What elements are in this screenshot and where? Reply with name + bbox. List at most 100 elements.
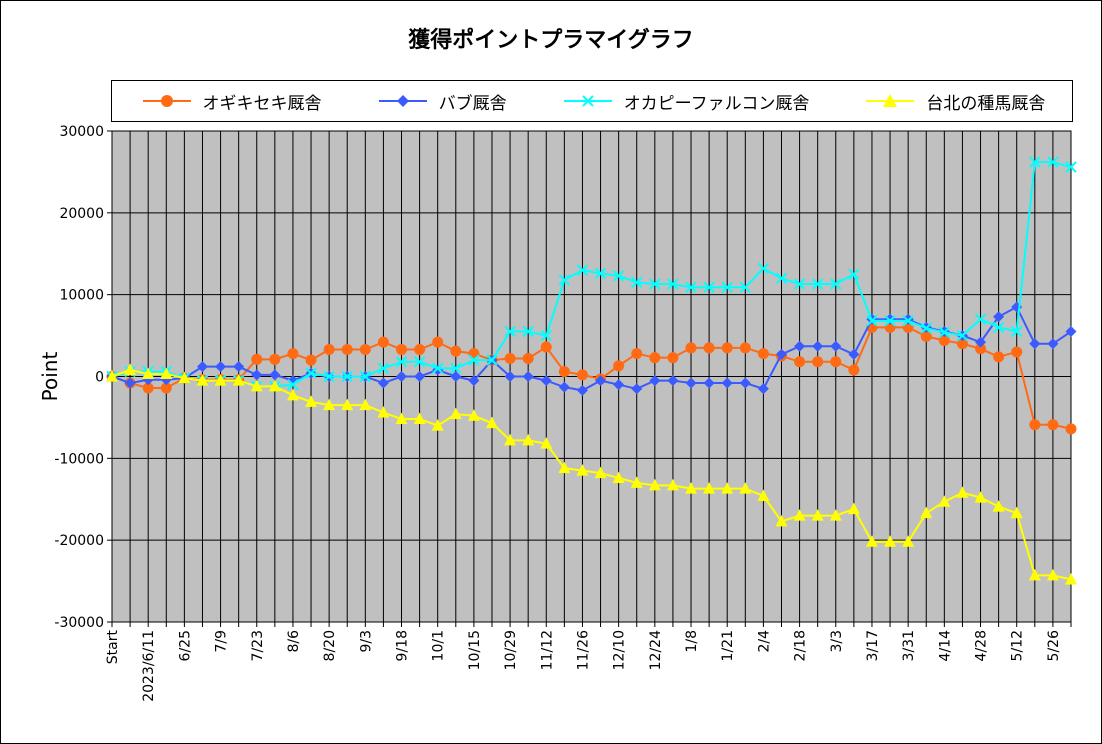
data-point — [794, 356, 806, 368]
data-point — [468, 354, 480, 366]
data-point — [703, 342, 715, 354]
data-point — [504, 433, 517, 446]
legend-marker-x-icon — [563, 95, 612, 107]
data-point — [866, 315, 878, 327]
data-point — [522, 433, 535, 446]
data-point — [1065, 325, 1077, 337]
data-point — [395, 356, 408, 368]
data-point — [196, 374, 209, 386]
y-tick-label: -10000 — [54, 451, 104, 467]
data-point — [269, 369, 281, 381]
data-point — [993, 351, 1005, 363]
data-point — [685, 482, 698, 494]
data-point — [142, 367, 155, 380]
data-point — [685, 281, 697, 294]
data-point — [1047, 156, 1059, 168]
data-point — [540, 329, 552, 342]
data-point — [504, 352, 516, 364]
data-point — [432, 336, 444, 348]
data-point — [975, 343, 987, 355]
data-point — [956, 486, 969, 498]
data-point — [938, 495, 951, 507]
data-point — [757, 348, 769, 360]
x-tick-label: 2/18 — [793, 630, 809, 661]
data-point — [739, 377, 751, 389]
data-point — [612, 471, 625, 483]
data-point — [467, 409, 480, 421]
chart-legend: オギキセキ厩舎 バブ厩舎 オカピーファルコン厩舎 台北の種馬厩舎 — [111, 80, 1073, 122]
data-point — [703, 377, 715, 389]
legend-label: バブ厩舎 — [438, 93, 507, 114]
data-point — [359, 398, 372, 411]
x-tick-label: 12/24 — [648, 630, 664, 670]
data-point — [233, 361, 245, 373]
data-point — [323, 398, 336, 411]
data-point — [721, 342, 733, 354]
data-point — [1047, 419, 1059, 431]
data-point — [685, 377, 697, 389]
x-tick-label: 11/26 — [575, 630, 591, 670]
data-point — [992, 500, 1005, 512]
x-tick-label: 10/1 — [431, 630, 447, 661]
data-point — [1047, 338, 1059, 350]
y-tick-label: 0 — [95, 370, 104, 386]
data-point — [359, 343, 371, 355]
legend-label: 台北の種馬厩舎 — [926, 93, 1046, 114]
data-point — [794, 340, 806, 352]
data-point — [323, 370, 335, 383]
y-tick-label: 10000 — [59, 288, 104, 304]
data-point — [649, 375, 661, 387]
x-tick-label: 3/17 — [865, 630, 881, 661]
chart-title: 獲得ポイントプラマイグラフ — [408, 28, 694, 53]
data-point — [739, 281, 752, 294]
data-point — [594, 267, 607, 280]
data-point — [865, 535, 878, 547]
data-point — [396, 343, 408, 355]
data-point — [341, 343, 353, 355]
data-point — [631, 383, 643, 395]
data-point — [359, 370, 372, 383]
data-point — [920, 506, 933, 519]
data-point — [1029, 156, 1041, 168]
data-point — [848, 364, 860, 376]
legend-label: オカピーファルコン厩舎 — [623, 93, 810, 114]
data-point — [413, 356, 426, 368]
y-tick-label: -30000 — [54, 615, 104, 631]
legend-item-series-1: オギキセキ厩舎 — [139, 89, 322, 114]
data-point — [1029, 338, 1041, 350]
data-point — [757, 262, 770, 275]
data-point — [1011, 325, 1023, 338]
data-point — [775, 348, 787, 360]
legend-item-series-3: オカピーファルコン厩舎 — [560, 89, 810, 114]
legend-marker-circle-icon — [142, 95, 191, 107]
data-point — [703, 281, 715, 294]
data-point — [286, 388, 299, 401]
data-point — [667, 352, 679, 364]
data-point — [812, 356, 824, 368]
data-point — [341, 370, 353, 383]
data-point — [323, 343, 335, 355]
data-point — [992, 321, 1005, 334]
x-tick-label: 2023/6/11 — [141, 630, 157, 702]
data-point — [576, 369, 588, 381]
x-tick-label: Start — [105, 629, 121, 664]
data-point — [396, 371, 408, 382]
data-point — [793, 278, 806, 290]
data-point — [558, 461, 571, 474]
x-tick-label: 4/28 — [974, 630, 990, 661]
data-point — [215, 361, 227, 373]
data-point — [1010, 506, 1023, 519]
y-tick-label: 30000 — [59, 124, 104, 140]
data-point — [124, 377, 136, 389]
x-tick-label: 3/31 — [901, 630, 917, 661]
data-point — [160, 367, 173, 380]
data-point — [268, 379, 281, 392]
data-point — [956, 338, 968, 350]
x-tick-label: 12/10 — [612, 630, 628, 670]
x-tick-label: 7/9 — [214, 630, 230, 653]
legend-item-series-4: 台北の種馬厩舎 — [862, 89, 1045, 114]
data-point — [413, 412, 426, 425]
data-point — [830, 278, 842, 290]
data-point — [613, 379, 625, 391]
data-point — [1011, 346, 1023, 358]
